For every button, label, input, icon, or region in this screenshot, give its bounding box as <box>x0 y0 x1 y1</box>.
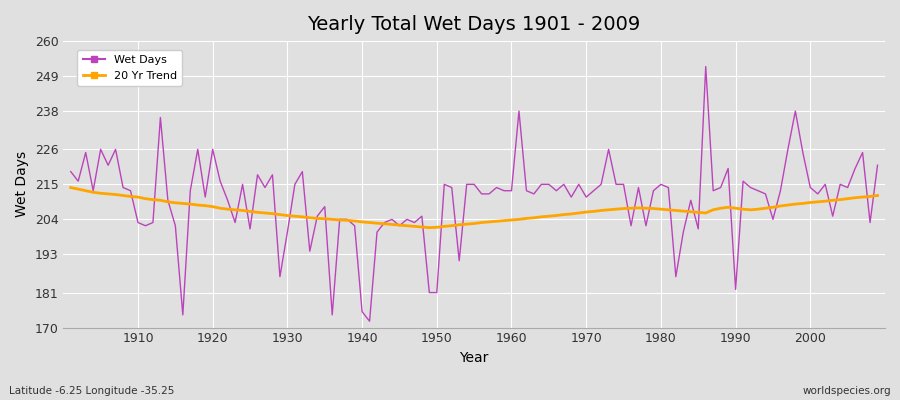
Title: Yearly Total Wet Days 1901 - 2009: Yearly Total Wet Days 1901 - 2009 <box>308 15 641 34</box>
X-axis label: Year: Year <box>460 351 489 365</box>
Y-axis label: Wet Days: Wet Days <box>15 151 29 218</box>
Text: Latitude -6.25 Longitude -35.25: Latitude -6.25 Longitude -35.25 <box>9 386 175 396</box>
Text: worldspecies.org: worldspecies.org <box>803 386 891 396</box>
Legend: Wet Days, 20 Yr Trend: Wet Days, 20 Yr Trend <box>77 50 183 86</box>
